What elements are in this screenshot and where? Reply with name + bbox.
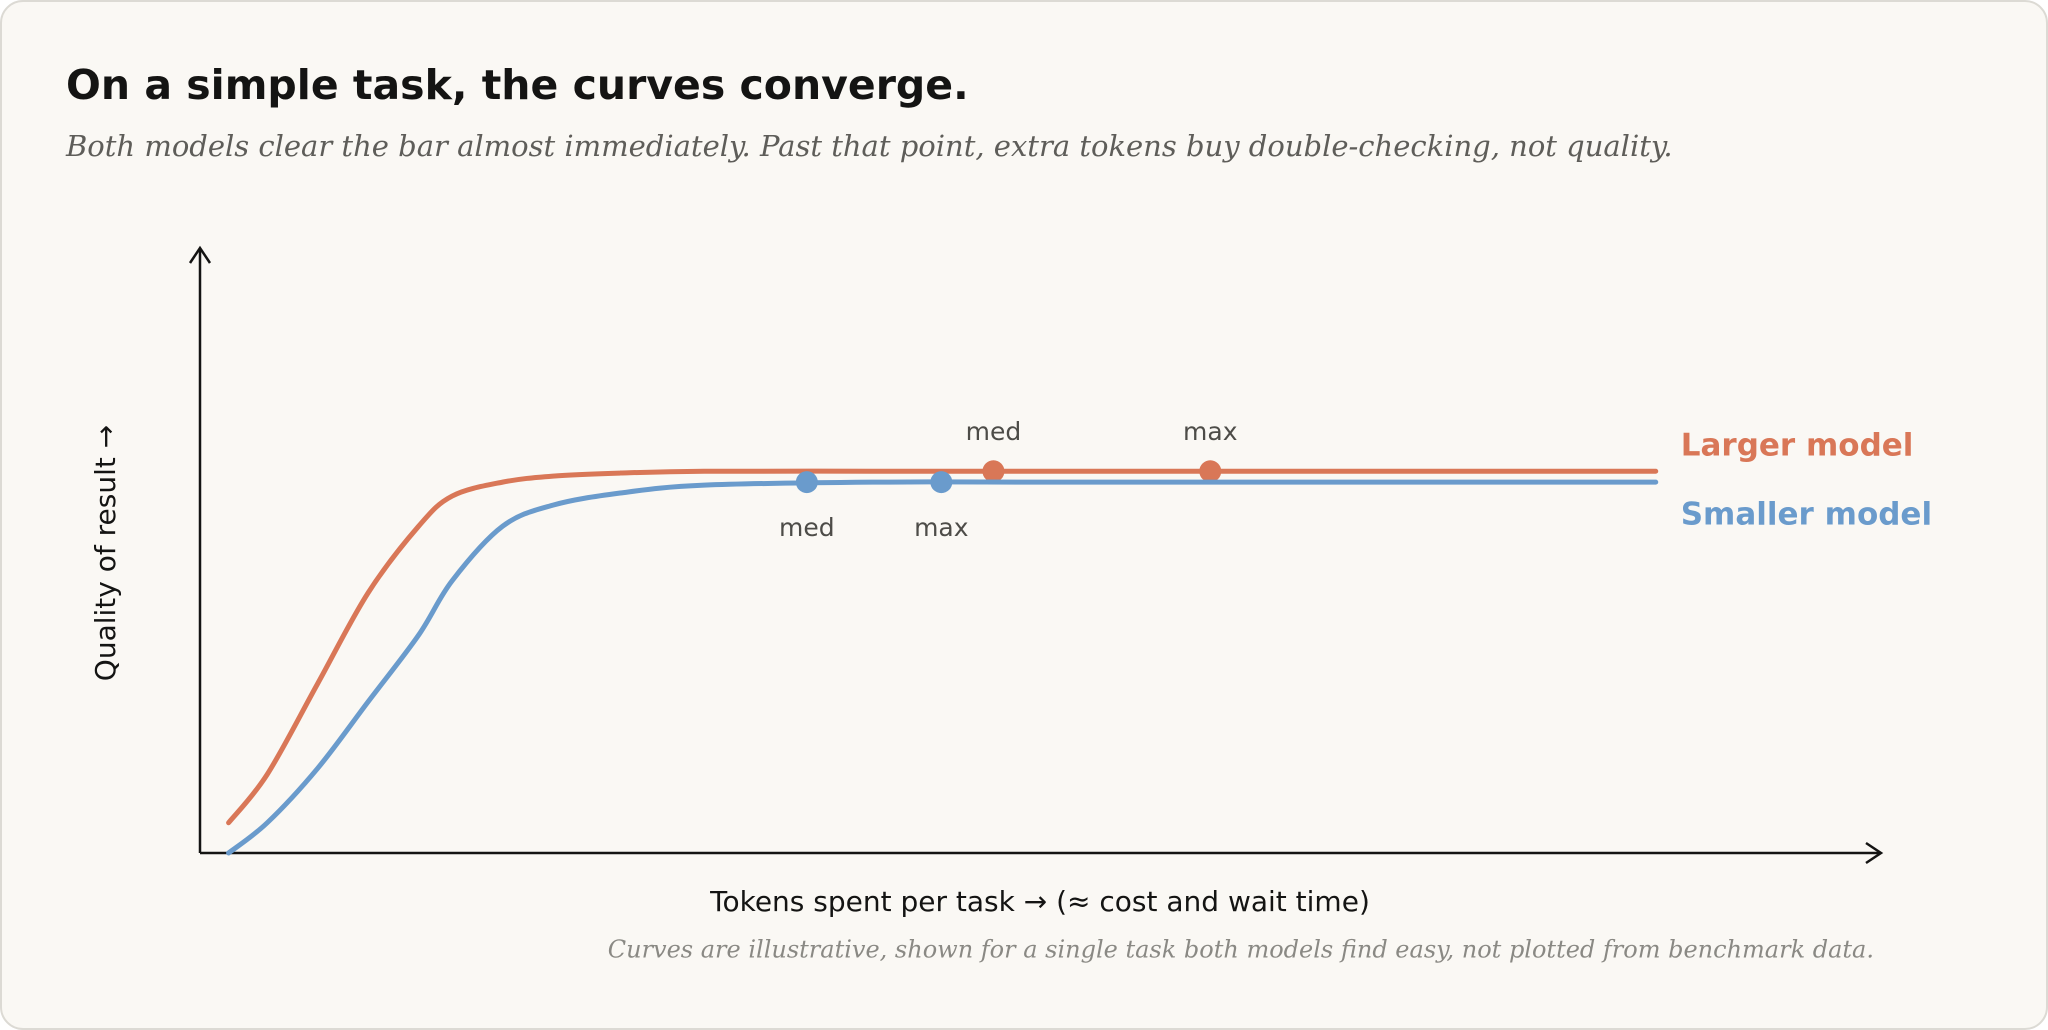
chart-subtitle: Both models clear the bar almost immedia… bbox=[65, 129, 1673, 163]
line-0 bbox=[226, 468, 1659, 826]
x-arrow bbox=[1865, 841, 1884, 865]
x-axis-label: Tokens spent per task → (≈ cost and wait… bbox=[709, 885, 1370, 918]
chart-title: On a simple task, the curves converge. bbox=[66, 61, 969, 109]
marker bbox=[795, 471, 818, 494]
y-arrow bbox=[188, 245, 212, 264]
marker bbox=[982, 460, 1005, 483]
footnote: Curves are illustrative, shown for a sin… bbox=[608, 936, 1874, 964]
y-axis-label: Quality of result → bbox=[89, 425, 122, 681]
marker-label: med bbox=[966, 417, 1022, 446]
marker bbox=[930, 471, 953, 494]
marker-label: max bbox=[1183, 417, 1237, 446]
legend-entry: Larger model bbox=[1681, 428, 1914, 464]
line-1 bbox=[226, 479, 1659, 856]
legend-entry: Smaller model bbox=[1681, 497, 1932, 533]
axes bbox=[188, 245, 1884, 865]
marker-label: max bbox=[914, 513, 968, 542]
marker-label: med bbox=[779, 513, 835, 542]
marker bbox=[1199, 460, 1222, 483]
